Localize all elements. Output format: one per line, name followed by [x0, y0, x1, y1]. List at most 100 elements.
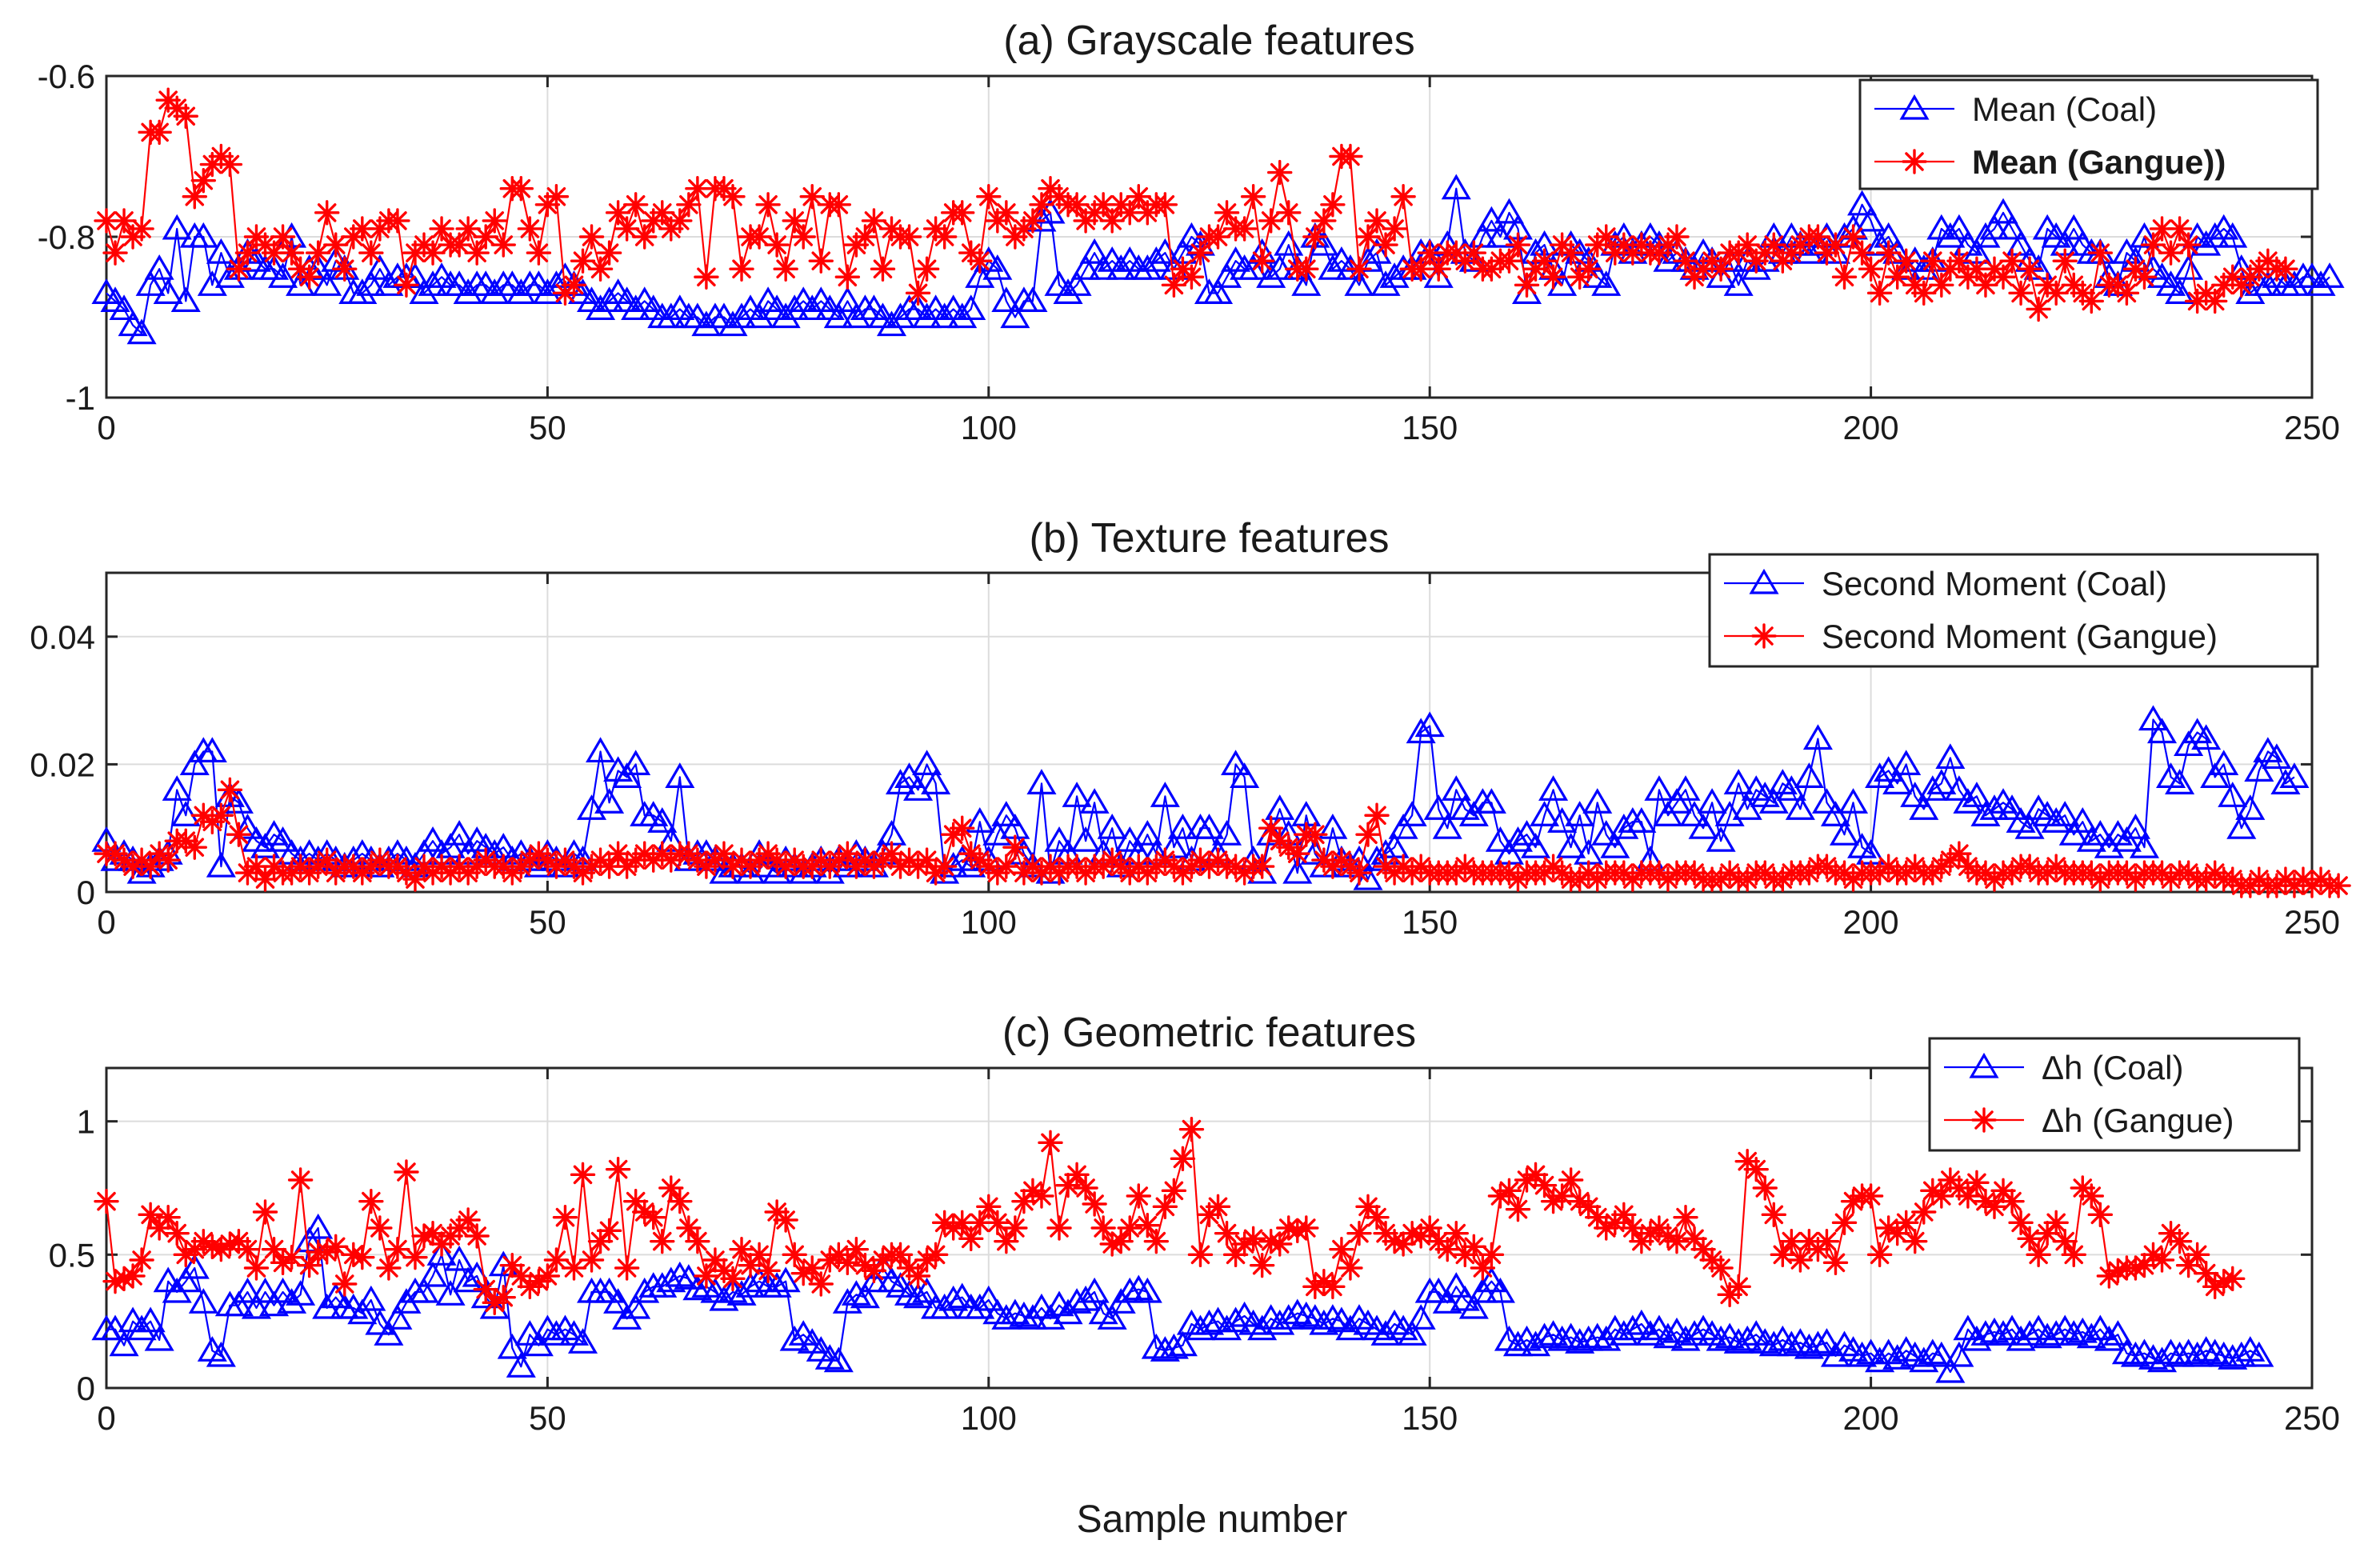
data-point [650, 1228, 675, 1254]
data-point [1046, 1215, 1072, 1241]
data-point [1670, 775, 1701, 801]
data-point [773, 256, 798, 282]
data-point [1414, 711, 1445, 738]
data-point [1540, 264, 1566, 290]
data-point [2202, 1274, 2228, 1300]
data-point [2017, 256, 2042, 282]
data-point [435, 832, 466, 858]
data-point [1062, 782, 1092, 807]
legend-box [1858, 78, 2319, 190]
data-point [444, 820, 474, 846]
data-point [153, 278, 183, 304]
data-point [2218, 222, 2248, 248]
data-point [658, 1175, 684, 1201]
data-point [2076, 1322, 2106, 1349]
data-point [586, 737, 616, 763]
axes-frame [105, 1066, 2314, 1390]
legend-marker [1751, 623, 1777, 649]
data-point [630, 1277, 660, 1303]
data-point [1618, 1314, 1648, 1341]
data-point [1346, 256, 1372, 282]
data-point [409, 278, 439, 304]
data-point [243, 1255, 270, 1281]
data-point [1362, 845, 1392, 871]
data-point [1979, 794, 2010, 820]
data-point [903, 1282, 934, 1309]
data-point [1432, 814, 1462, 839]
data-point [418, 826, 448, 852]
data-point [1423, 1277, 1454, 1303]
data-point [1511, 820, 1542, 846]
data-point [2270, 769, 2301, 794]
data-point [1944, 214, 1974, 240]
data-point [1530, 1322, 1560, 1349]
data-point [1865, 762, 1895, 788]
data-point [1274, 1304, 1304, 1330]
data-point [1787, 1247, 1814, 1273]
data-point [1884, 1220, 1910, 1246]
data-point [129, 216, 154, 242]
data-point [1150, 1336, 1180, 1362]
data-point [277, 1288, 307, 1314]
data-point [418, 1261, 448, 1287]
data-point [808, 1271, 834, 1297]
data-point [2050, 801, 2080, 826]
data-point [1088, 254, 1118, 280]
data-point [1079, 238, 1110, 264]
data-point [823, 302, 854, 329]
data-point [261, 1236, 287, 1262]
data-point [1521, 832, 1551, 858]
data-point [170, 286, 201, 312]
data-point [1478, 1242, 1505, 1268]
data-point [1496, 248, 1522, 274]
data-point [1221, 1306, 1251, 1333]
data-point [382, 1304, 413, 1330]
data-point [2026, 296, 2051, 322]
data-point [1344, 270, 1374, 296]
legend-label: Second Moment (Gangue) [1822, 618, 2218, 655]
data-point [506, 1352, 536, 1378]
data-point [1538, 775, 1569, 801]
data-point [1470, 1255, 1496, 1281]
data-point [1126, 184, 1151, 210]
data-point [896, 224, 922, 250]
data-point [561, 1255, 587, 1281]
data-point [1785, 794, 1815, 820]
data-point [1999, 1188, 2025, 1214]
data-point [268, 262, 298, 288]
y-tick-label: 1 [77, 1103, 95, 1141]
data-point [1909, 794, 1939, 820]
data-point [808, 248, 834, 274]
data-point [1000, 1298, 1030, 1325]
subplot-3: 0 50 100 150 200 250 0 0.5 1 (c) Geometric featur… [49, 1010, 2340, 1437]
data-point [358, 240, 384, 266]
data-point [1461, 240, 1487, 266]
data-point [1370, 270, 1401, 296]
data-point [402, 1244, 428, 1270]
data-point [102, 240, 128, 266]
data-point [1576, 256, 1602, 282]
data-point [120, 1263, 146, 1289]
data-point [1547, 1325, 1578, 1351]
data-point [694, 264, 719, 290]
data-point [621, 1293, 651, 1319]
data-point [1847, 190, 1878, 216]
data-point [126, 1314, 157, 1341]
data-point [179, 750, 210, 776]
data-point [1911, 1199, 1937, 1225]
data-point [2202, 288, 2228, 314]
data-point [605, 841, 631, 866]
data-point [994, 1228, 1019, 1254]
data-point [543, 1247, 570, 1273]
x-tick-label: 250 [2284, 903, 2340, 941]
data-point [1329, 1236, 1354, 1262]
axes-frame [105, 571, 2314, 894]
data-point [2174, 1338, 2204, 1365]
data-point [1258, 815, 1284, 841]
data-point [1309, 1309, 1339, 1335]
data-point [956, 294, 986, 321]
data-point [418, 270, 448, 296]
data-point [497, 1333, 527, 1359]
data-point [314, 200, 340, 226]
data-point [578, 224, 605, 250]
